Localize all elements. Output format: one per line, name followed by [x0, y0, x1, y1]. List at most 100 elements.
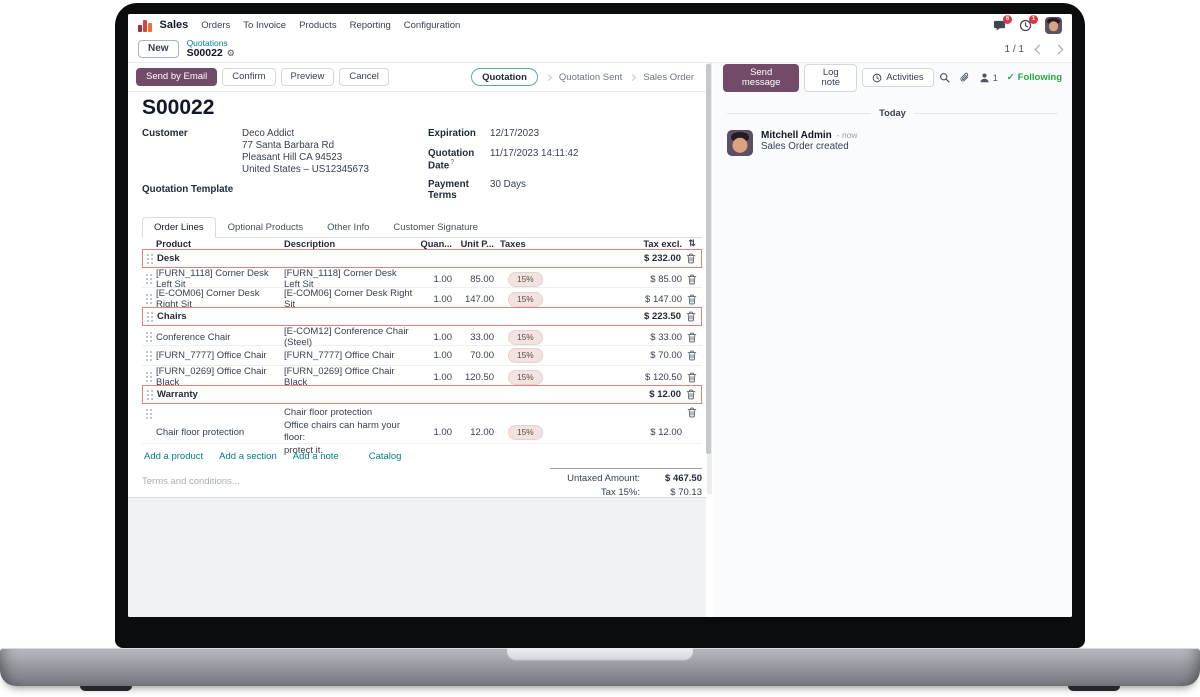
tab-other-info[interactable]: Other Info [327, 222, 370, 234]
pager-prev-icon[interactable] [1034, 44, 1045, 54]
log-note-button[interactable]: Log note [804, 63, 858, 92]
vertical-scrollbar[interactable] [706, 63, 713, 617]
form-sheet: S00022 Customer Deco Addict 77 Santa Bar… [128, 92, 706, 498]
followers-icon[interactable] [979, 72, 990, 83]
pager-count: 1 / 1 [1004, 43, 1024, 55]
untaxed-amount-label: Untaxed Amount: [567, 473, 640, 485]
menu-to-invoice[interactable]: To Invoice [243, 19, 287, 31]
trash-icon[interactable] [687, 274, 697, 285]
trash-icon[interactable] [687, 407, 697, 418]
author-avatar [727, 130, 753, 156]
drag-handle-icon[interactable] [145, 349, 153, 362]
drag-handle-icon[interactable] [145, 371, 153, 384]
terms-and-conditions-field[interactable]: Terms and conditions... [142, 476, 240, 488]
menu-configuration[interactable]: Configuration [403, 19, 461, 31]
gear-icon[interactable]: ⚙ [226, 47, 235, 58]
add-a-product-link[interactable]: Add a product [144, 451, 204, 463]
status-quotation-sent[interactable]: Quotation Sent [558, 71, 623, 83]
activities-badge: 1 [1029, 14, 1038, 24]
trash-icon[interactable] [686, 253, 696, 264]
menu-orders[interactable]: Orders [201, 19, 231, 31]
tax-tag[interactable]: 15% [508, 369, 543, 385]
trash-icon[interactable] [687, 294, 697, 305]
message-time: - now [836, 130, 858, 140]
line-description: [E-COM12] Conference Chair (Steel) [284, 326, 409, 349]
order-line[interactable]: [E-COM06] Corner Desk Right Sit [E-COM06… [142, 288, 702, 310]
tax-tag[interactable]: 15% [508, 271, 543, 287]
tax-tag[interactable]: 15% [508, 424, 543, 440]
order-line[interactable]: [FURN_7777] Office Chair [FURN_7777] Off… [142, 346, 702, 367]
activities-clock-icon[interactable]: 1 [1019, 14, 1038, 32]
tax-tag[interactable]: 15% [508, 348, 543, 364]
col-taxes[interactable]: Taxes [500, 238, 526, 249]
col-product[interactable]: Product [156, 238, 192, 249]
drag-handle-icon[interactable] [145, 331, 153, 344]
drag-handle-icon[interactable] [145, 273, 153, 286]
line-qty: 1.00 [433, 331, 453, 343]
drag-handle-icon[interactable] [145, 408, 153, 421]
user-avatar[interactable] [1045, 16, 1062, 34]
breadcrumb-parent[interactable]: Quotations [186, 37, 228, 48]
order-line[interactable]: Chair floor protection Chair floor prote… [142, 404, 702, 456]
cancel-button[interactable]: Cancel [339, 67, 389, 87]
tab-order-lines[interactable]: Order Lines [142, 217, 216, 239]
expiration-label: Expiration [428, 128, 476, 139]
section-subtotal: $ 223.50 [644, 311, 681, 323]
menu-reporting[interactable]: Reporting [349, 19, 391, 31]
add-a-note-link[interactable]: Add a note [292, 451, 339, 463]
optional-columns-icon[interactable]: ⇅ [688, 238, 696, 249]
col-description[interactable]: Description [284, 238, 336, 249]
add-a-section-link[interactable]: Add a section [219, 451, 277, 463]
workspace: Send by Email Confirm Preview Cancel Quo… [128, 62, 1072, 617]
quotation-date-field[interactable]: 11/17/2023 14:11:42 [490, 147, 579, 159]
section-row-desk[interactable]: Desk $ 232.00 [142, 249, 702, 269]
tax-tag[interactable]: 15% [508, 329, 543, 345]
payment-terms-field[interactable]: 30 Days [490, 179, 526, 191]
odoo-logo-icon [138, 19, 152, 32]
expiration-field[interactable]: 12/17/2023 [490, 128, 540, 139]
order-line[interactable]: Conference Chair [E-COM12] Conference Ch… [142, 326, 702, 349]
section-row-warranty[interactable]: Warranty $ 12.00 [142, 385, 702, 405]
trash-icon[interactable] [686, 311, 696, 322]
chevron-right-icon [629, 73, 637, 81]
messages-icon[interactable]: 6 [993, 14, 1012, 32]
tab-customer-signature[interactable]: Customer Signature [393, 222, 478, 234]
order-line[interactable]: [FURN_1118] Corner Desk Left Sit [FURN_1… [142, 268, 702, 290]
tax-tag[interactable]: 15% [508, 291, 543, 307]
search-icon[interactable] [939, 72, 950, 83]
col-subtotal[interactable]: Tax excl. [643, 238, 682, 249]
confirm-button[interactable]: Confirm [222, 67, 276, 87]
trash-icon[interactable] [687, 350, 697, 361]
drag-handle-icon[interactable] [146, 388, 154, 401]
order-line[interactable]: [FURN_0269] Office Chair Black [FURN_026… [142, 366, 702, 388]
trash-icon[interactable] [687, 332, 697, 343]
new-button[interactable]: New [138, 40, 179, 58]
tab-optional-products[interactable]: Optional Products [227, 222, 304, 234]
drag-handle-icon[interactable] [145, 293, 153, 306]
send-by-email-button[interactable]: Send by Email [136, 67, 218, 87]
pager-next-icon[interactable] [1053, 44, 1064, 54]
col-quantity[interactable]: Quan... [420, 238, 452, 249]
following-button[interactable]: ✓ Following [1006, 72, 1062, 83]
trash-icon[interactable] [687, 372, 697, 383]
app-name[interactable]: Sales [159, 19, 189, 31]
drag-handle-icon[interactable] [146, 310, 154, 323]
status-quotation[interactable]: Quotation [471, 68, 538, 86]
preview-button[interactable]: Preview [280, 67, 335, 87]
trash-icon[interactable] [686, 389, 696, 400]
customer-value[interactable]: Deco Addict 77 Santa Barbara Rd Pleasant… [242, 128, 369, 175]
tax-label: Tax 15%: [600, 487, 640, 499]
send-message-button[interactable]: Send message [723, 63, 800, 92]
record-title[interactable]: S00022 [142, 96, 215, 119]
section-row-chairs[interactable]: Chairs $ 223.50 [142, 307, 702, 327]
activities-button[interactable]: Activities [862, 68, 934, 87]
drag-handle-icon[interactable] [146, 252, 154, 265]
chatter-message[interactable]: Mitchell Admin - now Sales Order created [727, 130, 1058, 156]
status-sales-order[interactable]: Sales Order [643, 71, 694, 83]
scrollbar-thumb[interactable] [706, 64, 711, 454]
col-unit-price[interactable]: Unit P... [460, 238, 494, 249]
paperclip-icon[interactable] [959, 72, 970, 83]
menu-products[interactable]: Products [299, 19, 337, 31]
catalog-link[interactable]: Catalog [368, 451, 402, 463]
line-product: Chair floor protection [156, 426, 245, 438]
